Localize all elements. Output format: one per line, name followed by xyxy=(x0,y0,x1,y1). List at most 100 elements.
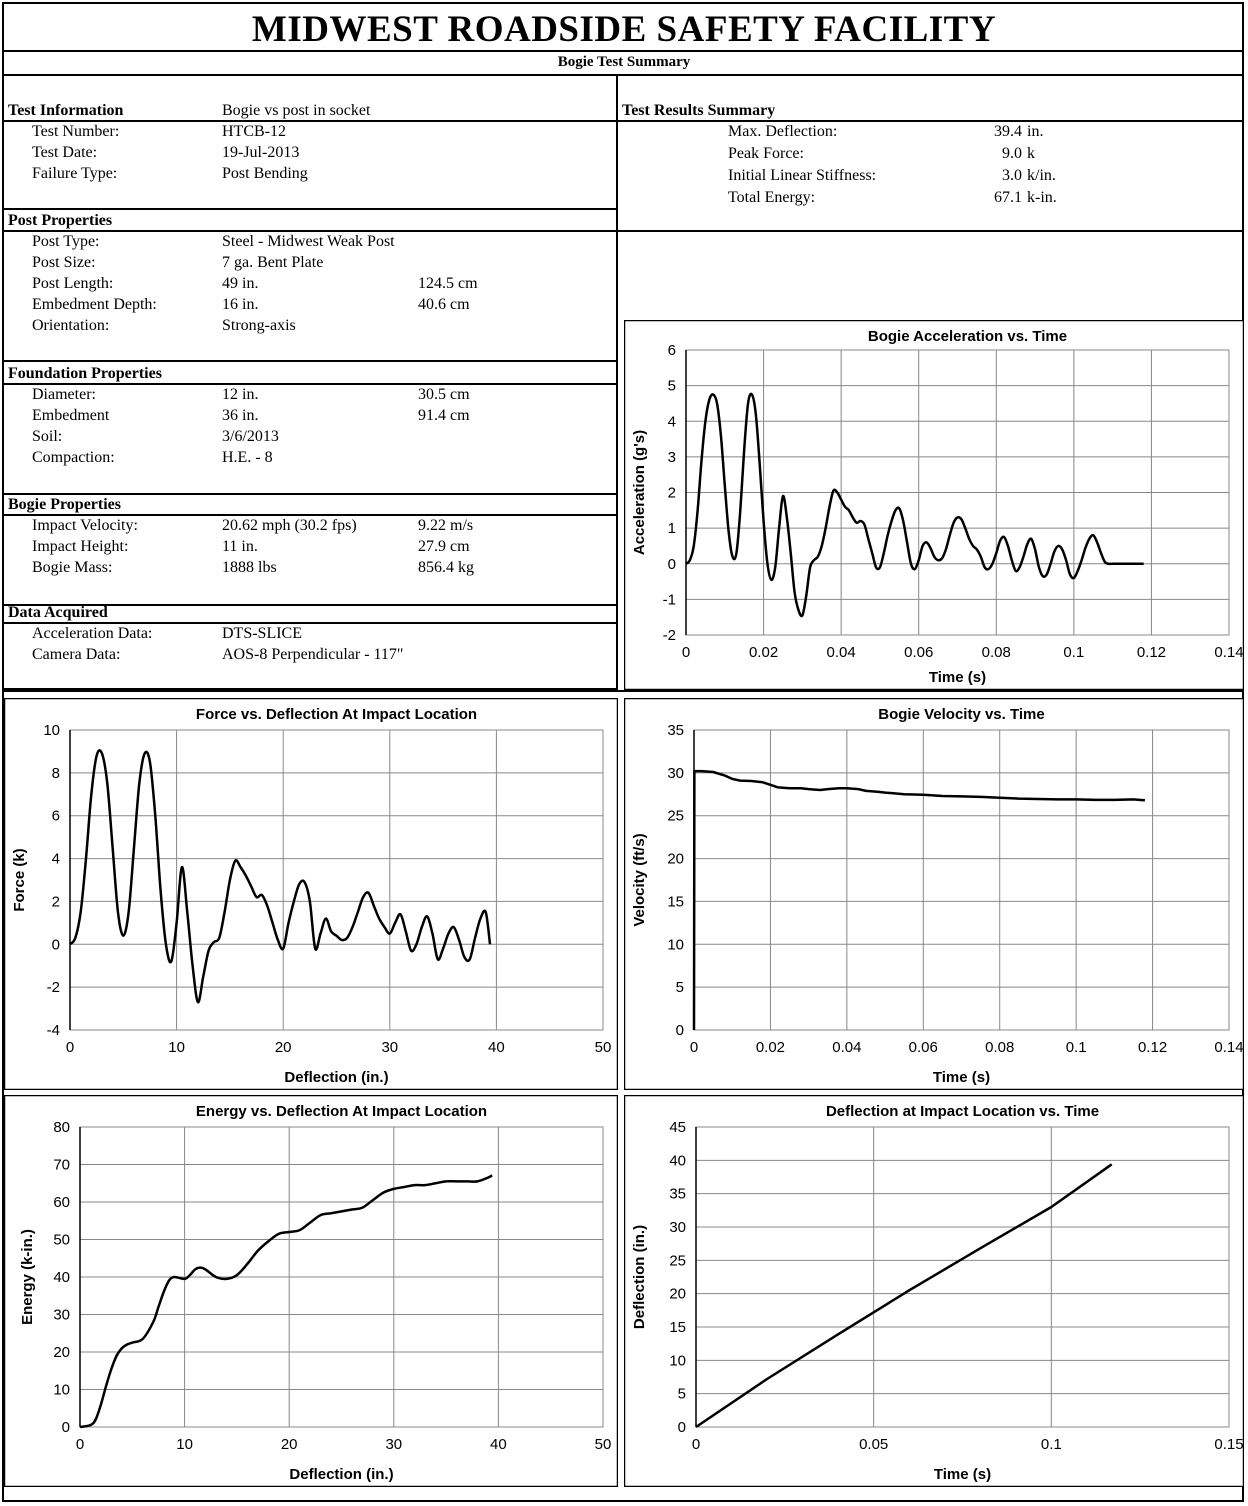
result-value: 9.0 xyxy=(1002,145,1022,162)
x-tick-label: 30 xyxy=(381,1039,398,1056)
field-label: Embedment Depth: xyxy=(32,296,157,313)
field-metric: 91.4 cm xyxy=(418,407,470,424)
y-tick-label: 35 xyxy=(669,1186,686,1203)
x-tick-label: 0.15 xyxy=(1214,1436,1243,1453)
y-tick-label: 45 xyxy=(669,1119,686,1136)
x-tick-label: 0.06 xyxy=(904,644,933,661)
x-tick-label: 0 xyxy=(692,1436,700,1453)
section-box xyxy=(4,383,618,495)
y-tick-label: 25 xyxy=(669,1252,686,1269)
x-tick-label: 0.05 xyxy=(859,1436,888,1453)
y-tick-label: 0 xyxy=(668,556,676,573)
x-tick-label: 0.04 xyxy=(832,1039,861,1056)
y-tick-label: 30 xyxy=(669,1219,686,1236)
x-axis-label: Deflection (in.) xyxy=(289,1466,393,1483)
x-tick-label: 20 xyxy=(275,1039,292,1056)
field-label: Diameter: xyxy=(32,386,96,403)
field-value: H.E. - 8 xyxy=(222,449,273,466)
result-unit: in. xyxy=(1027,123,1044,140)
field-value: 19-Jul-2013 xyxy=(222,144,300,161)
field-label: Post Type: xyxy=(32,233,100,250)
section-heading: Post Properties xyxy=(8,212,113,229)
field-label: Acceleration Data: xyxy=(32,625,153,642)
field-metric: 856.4 kg xyxy=(418,559,474,576)
field-value: Strong-axis xyxy=(222,317,296,334)
result-unit: k-in. xyxy=(1027,189,1057,206)
section-heading: Data Acquired xyxy=(8,604,108,621)
field-label: Camera Data: xyxy=(32,646,121,663)
x-tick-label: 0 xyxy=(682,644,690,661)
x-tick-label: 0.14 xyxy=(1214,1039,1243,1056)
y-tick-label: -4 xyxy=(47,1022,60,1039)
y-tick-label: 3 xyxy=(668,449,676,466)
field-label: Failure Type: xyxy=(32,165,118,182)
field-value: 3/6/2013 xyxy=(222,428,279,445)
y-tick-label: 60 xyxy=(53,1194,70,1211)
result-label: Initial Linear Stiffness: xyxy=(728,167,877,184)
result-unit: k/in. xyxy=(1027,167,1056,184)
y-tick-label: 10 xyxy=(53,1382,70,1399)
y-tick-label: 4 xyxy=(52,851,60,868)
y-tick-label: 2 xyxy=(668,485,676,502)
x-tick-label: 0.1 xyxy=(1066,1039,1087,1056)
field-label: Impact Velocity: xyxy=(32,517,138,534)
y-tick-label: 20 xyxy=(53,1344,70,1361)
y-tick-label: -2 xyxy=(663,627,676,644)
field-label: Post Size: xyxy=(32,254,96,271)
x-tick-label: 0.02 xyxy=(749,644,778,661)
chart-border xyxy=(4,698,618,1090)
section-heading-value: Bogie vs post in socket xyxy=(222,102,371,119)
page-subtitle: Bogie Test Summary xyxy=(557,54,691,70)
y-tick-label: 70 xyxy=(53,1157,70,1174)
y-tick-label: 30 xyxy=(667,765,684,782)
series-line xyxy=(79,1174,493,1429)
field-value: 49 in. xyxy=(222,275,259,292)
field-label: Bogie Mass: xyxy=(32,559,113,576)
series-line xyxy=(695,1163,1113,1429)
x-tick-label: 10 xyxy=(176,1436,193,1453)
y-tick-label: 10 xyxy=(43,722,60,739)
y-tick-label: 5 xyxy=(676,979,684,996)
section-box xyxy=(4,230,618,362)
x-tick-label: 0 xyxy=(690,1039,698,1056)
y-tick-label: 20 xyxy=(669,1286,686,1303)
y-tick-label: 35 xyxy=(667,722,684,739)
series-line xyxy=(692,769,1146,1031)
x-axis-label: Time (s) xyxy=(933,1069,990,1086)
field-label: Orientation: xyxy=(32,317,110,334)
series-line xyxy=(685,392,1144,618)
x-tick-label: 50 xyxy=(595,1039,612,1056)
x-tick-label: 0.04 xyxy=(827,644,856,661)
y-tick-label: 0 xyxy=(62,1419,70,1436)
x-tick-label: 0 xyxy=(76,1436,84,1453)
field-value: Post Bending xyxy=(222,165,308,182)
y-tick-label: 40 xyxy=(53,1269,70,1286)
x-tick-label: 40 xyxy=(488,1039,505,1056)
result-label: Max. Deflection: xyxy=(728,123,838,140)
x-tick-label: 0.1 xyxy=(1063,644,1084,661)
y-tick-label: 80 xyxy=(53,1119,70,1136)
y-tick-label: 6 xyxy=(52,808,60,825)
y-tick-label: 6 xyxy=(668,342,676,359)
chart-border xyxy=(624,320,1244,690)
field-label: Test Date: xyxy=(32,144,98,161)
result-label: Peak Force: xyxy=(728,145,804,162)
section-heading: Bogie Properties xyxy=(8,496,122,513)
y-tick-label: 0 xyxy=(678,1419,686,1436)
chart-energy: 0 10 20 30 40 50 60 70 80 0 10 20 30 40 50 Energy vs. D… xyxy=(4,1095,618,1487)
y-tick-label: 15 xyxy=(669,1319,686,1336)
y-tick-label: 15 xyxy=(667,893,684,910)
field-value: 36 in. xyxy=(222,407,259,424)
x-axis-label: Time (s) xyxy=(934,1466,991,1483)
result-label: Total Energy: xyxy=(728,189,816,206)
result-value: 3.0 xyxy=(1002,167,1022,184)
y-tick-label: 50 xyxy=(53,1232,70,1249)
chart-force-deflection: -4 -2 0 2 4 6 8 10 0 10 20 30 40 50 Force vs. Deflecti… xyxy=(4,698,618,1090)
chart-title: Force vs. Deflection At Impact Location xyxy=(196,706,477,723)
x-tick-label: 0.1 xyxy=(1041,1436,1062,1453)
divider xyxy=(2,50,1244,52)
field-label: Post Length: xyxy=(32,275,114,292)
field-value: DTS-SLICE xyxy=(222,625,302,642)
x-tick-label: 0.06 xyxy=(909,1039,938,1056)
divider xyxy=(2,74,1244,76)
